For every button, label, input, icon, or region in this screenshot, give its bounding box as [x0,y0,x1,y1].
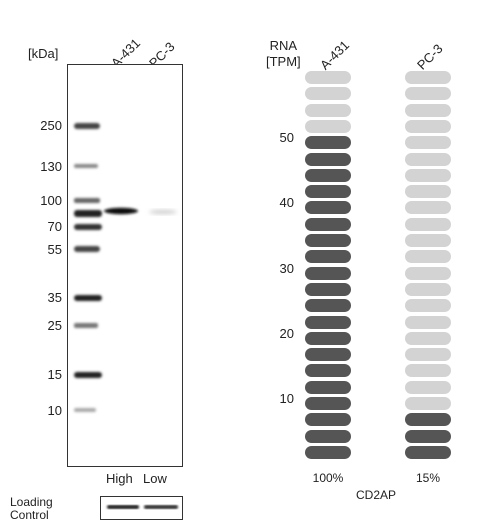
rna-percent-a431: 100% [312,471,344,485]
rna-tick-40: 40 [279,195,294,210]
rna-segment [305,217,351,231]
rna-segment [405,397,451,410]
rna-segment [405,429,451,443]
loading-control-line2: Control [10,508,49,522]
rna-segment [305,250,351,264]
rna-segment [305,185,351,199]
rna-segment [405,331,451,345]
rna-segment [305,364,351,378]
rna-segment [405,266,451,280]
rna-axis-label-line2: [TPM] [266,54,301,69]
rna-segment [305,315,351,329]
rna-segment [305,445,351,459]
rna-segment [305,282,351,296]
rna-segment [405,445,451,459]
rna-segment [405,152,451,166]
loading-control-label: Loading Control [10,496,53,522]
rna-segment [405,136,451,150]
rna-segment [405,380,451,394]
rna-segment [405,348,451,362]
rna-segment [405,201,451,215]
rna-segment [305,397,351,410]
western-blot-svg [74,123,177,412]
rna-segment [405,103,451,117]
rna-tick-20: 20 [279,326,294,341]
sample-bands [104,207,177,215]
lane-expression-high: High [106,471,133,486]
lane-expression-low: Low [143,471,167,486]
rna-segment [405,282,451,296]
rna-axis-label: RNA [TPM] [266,38,301,70]
rna-segment [305,201,351,215]
rna-segment [405,87,451,101]
kda-unit-label: [kDa] [28,46,59,61]
marker-label-130: 130 [40,159,62,174]
loading-control-line1: Loading [10,495,53,509]
marker-label-15: 15 [47,367,62,382]
rna-segment [405,168,451,182]
rna-sample-label-pc3: PC-3 [414,41,446,73]
rna-segment [305,119,351,133]
marker-label-10: 10 [47,403,62,418]
rna-segment [405,250,451,264]
rna-segment [405,185,451,199]
loading-control-svg [107,505,178,509]
loading-control-image [100,496,183,520]
ladder-bands [74,123,102,412]
rna-segment [405,364,451,378]
rna-segment [305,168,351,182]
rna-segment [405,217,451,231]
marker-label-250: 250 [40,118,62,133]
rna-tick-50: 50 [279,130,294,145]
rna-segment [305,331,351,345]
rna-segment [305,266,351,280]
rna-segment [305,413,351,427]
loading-band-a431 [107,505,139,509]
rna-percent-pc3: 15% [415,471,441,485]
marker-label-100: 100 [40,193,62,208]
rna-sample-label-a431: A-431 [317,37,353,73]
rna-segment [305,136,351,150]
marker-label-25: 25 [47,318,62,333]
rna-segment [305,429,351,443]
rna-segment [305,103,351,117]
western-blot-image [67,64,183,467]
loading-band-pc3 [144,505,178,509]
rna-segment [405,234,451,247]
gene-name: CD2AP [356,488,397,502]
rna-segment [305,348,351,362]
rna-tick-10: 10 [279,391,294,406]
rna-segment [305,87,351,101]
rna-segment [305,152,351,166]
rna-segment [305,71,351,84]
rna-segment [305,299,351,313]
rna-column-a431 [305,71,351,463]
rna-segment [305,380,351,394]
rna-axis-label-line1: RNA [269,38,298,53]
marker-label-55: 55 [47,242,62,257]
rna-tick-30: 30 [279,261,294,276]
marker-label-35: 35 [47,290,62,305]
rna-column-pc3 [405,71,451,463]
rna-segment [405,71,451,84]
rna-segment [405,315,451,329]
marker-label-70: 70 [47,219,62,234]
rna-segment [405,119,451,133]
rna-segment [405,413,451,427]
rna-segment [405,299,451,313]
rna-segment [305,234,351,247]
